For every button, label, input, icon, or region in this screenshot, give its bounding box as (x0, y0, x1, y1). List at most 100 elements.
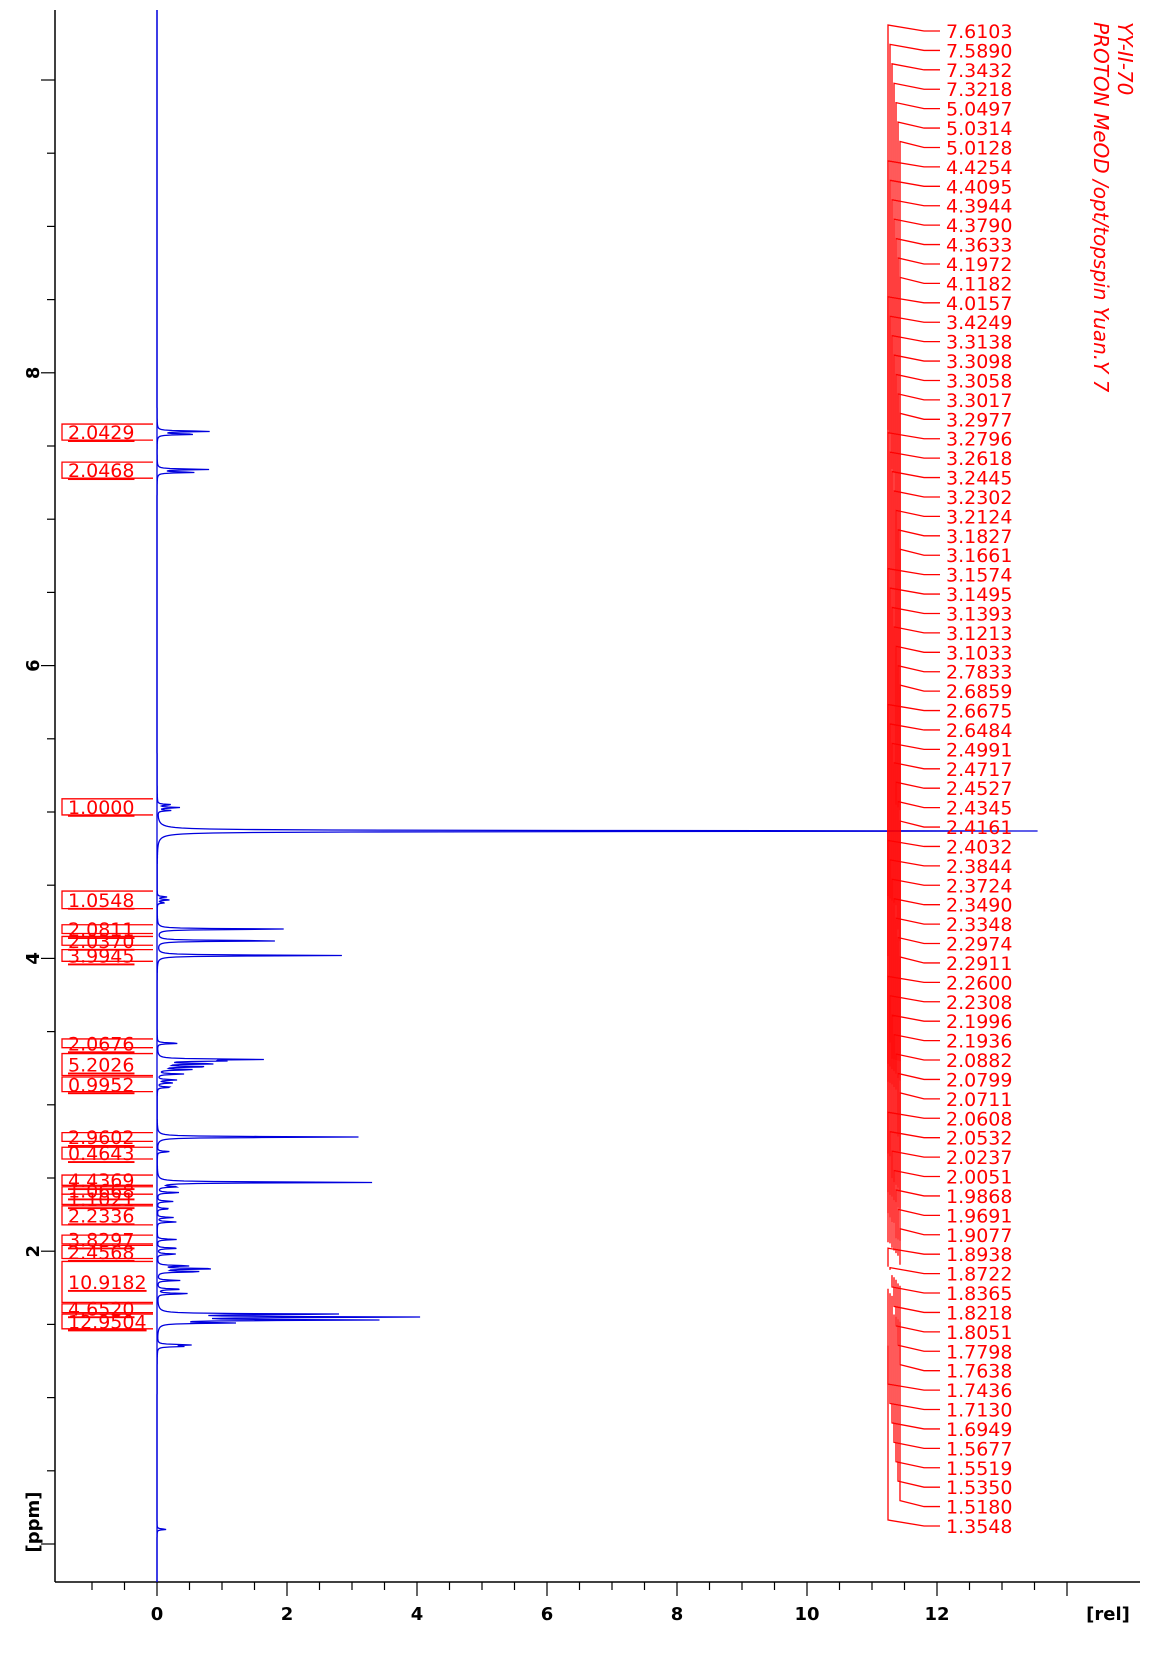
peak-label: 3.3058 (946, 370, 1012, 392)
integral-value: 2.0468 (68, 460, 134, 482)
peak-leader (895, 645, 940, 1090)
integral-value: 1.0548 (68, 890, 134, 912)
peak-leader (897, 1319, 940, 1488)
peak-leader (887, 975, 940, 1214)
integral-value: 1.0668 (68, 1180, 134, 1202)
peak-label: 3.2445 (946, 468, 1012, 490)
integral-value: 2.0370 (68, 931, 134, 953)
integral-bracket (61, 1174, 153, 1186)
ppm-tick-label: 8 (23, 367, 44, 380)
integral-bracket (61, 948, 153, 962)
integral-bracket (61, 1131, 153, 1143)
peak-label: 2.3844 (946, 856, 1012, 878)
peak-label: 2.4032 (946, 836, 1012, 858)
peak-label: 2.4527 (946, 778, 1012, 800)
peak-leader (891, 1014, 940, 1222)
integral-bracket (61, 890, 153, 910)
peak-label: 2.7833 (946, 662, 1012, 684)
peak-label: 3.1393 (946, 603, 1012, 625)
peak-label: 4.3633 (946, 235, 1012, 257)
peak-label: 2.4991 (946, 739, 1012, 761)
peak-leader (899, 684, 940, 1151)
peak-label: 3.3138 (946, 332, 1012, 354)
title-line: YY-II-70 (1113, 22, 1137, 95)
integral-bracket (61, 935, 153, 946)
peak-leader (895, 1053, 940, 1239)
peak-label: 2.0237 (946, 1147, 1012, 1169)
peak-label: 1.3548 (946, 1516, 1012, 1538)
peak-leader (893, 1314, 940, 1449)
spectrum-line (156, 10, 1038, 1582)
peak-label: 3.4249 (946, 312, 1012, 334)
peak-leader (895, 1189, 940, 1254)
peak-label: 1.8051 (946, 1322, 1012, 1344)
peak-leader (897, 1072, 940, 1240)
peak-leader (899, 956, 940, 1209)
peak-label: 1.6949 (946, 1419, 1012, 1441)
peak-label: 2.0882 (946, 1050, 1012, 1072)
peak-leader (887, 1247, 940, 1267)
peak-leader (891, 334, 940, 1059)
integral-bracket (61, 1146, 153, 1160)
peak-label: 3.3098 (946, 351, 1012, 373)
title-line: PROTON MeOD /opt/topspin Yuan.Y 7 (1089, 22, 1113, 393)
ppm-tick-label: 6 (23, 659, 44, 672)
peak-leader (889, 1130, 940, 1244)
rel-tick-label: 12 (924, 1604, 949, 1625)
ppm-tick-label: 2 (23, 1245, 44, 1258)
peak-leader (887, 1111, 940, 1243)
rel-axis-label: [rel] (1086, 1604, 1130, 1625)
integral-bracket (61, 1260, 153, 1304)
rel-tick-label: 0 (151, 1604, 164, 1625)
peak-label: 1.7436 (946, 1380, 1012, 1402)
integral-bracket (61, 1234, 153, 1245)
peak-label: 2.4717 (946, 759, 1012, 781)
peak-leader (889, 1266, 940, 1275)
peak-label: 3.1661 (946, 545, 1012, 567)
integral-bracket (61, 1038, 153, 1049)
peak-label: 2.3490 (946, 895, 1012, 917)
peak-label: 1.8218 (946, 1302, 1012, 1324)
integral-value: 2.2336 (68, 1205, 134, 1227)
peak-leader (891, 1295, 940, 1430)
integral-bracket (61, 423, 153, 441)
peak-label: 4.3944 (946, 196, 1012, 218)
peak-label: 3.3017 (946, 390, 1012, 412)
peak-label: 4.4254 (946, 157, 1012, 179)
peak-label: 1.7130 (946, 1400, 1012, 1422)
peak-label: 3.2977 (946, 409, 1012, 431)
peak-leader (899, 1092, 940, 1241)
peak-label: 1.5677 (946, 1438, 1012, 1460)
integral-value: 5.2026 (68, 1055, 134, 1077)
peak-label: 1.8938 (946, 1244, 1012, 1266)
peak-label: 2.6484 (946, 720, 1012, 742)
peak-label: 2.0799 (946, 1069, 1012, 1091)
peak-label: 2.3348 (946, 914, 1012, 936)
peak-label: 4.0157 (946, 293, 1012, 315)
rel-tick-label: 6 (541, 1604, 554, 1625)
peak-leader (899, 412, 940, 1062)
peak-leader (895, 101, 940, 805)
peak-leader (899, 1227, 940, 1265)
peak-label: 2.1996 (946, 1011, 1012, 1033)
integral-value: 0.9952 (68, 1074, 134, 1096)
peak-leader (889, 1293, 940, 1411)
integral-value: 0.4643 (68, 1143, 134, 1165)
peak-label: 2.0532 (946, 1128, 1012, 1150)
peak-label: 7.5890 (946, 40, 1012, 62)
peak-label: 2.0711 (946, 1089, 1012, 1111)
spectrum-trace (156, 10, 1038, 1582)
rel-tick-label: 4 (411, 1604, 424, 1625)
peak-leader (895, 1279, 940, 1333)
integral-value: 12.9504 (68, 1311, 147, 1333)
ppm-tick-label: 4 (23, 952, 44, 965)
integral-bracket (61, 1205, 153, 1226)
integral-bracket (61, 1052, 153, 1077)
peak-label: 1.8365 (946, 1283, 1012, 1305)
peak-leader (891, 878, 940, 1197)
peak-leader (895, 509, 940, 1074)
rel-tick-label: 8 (671, 1604, 684, 1625)
peak-label: 5.0128 (946, 137, 1012, 159)
